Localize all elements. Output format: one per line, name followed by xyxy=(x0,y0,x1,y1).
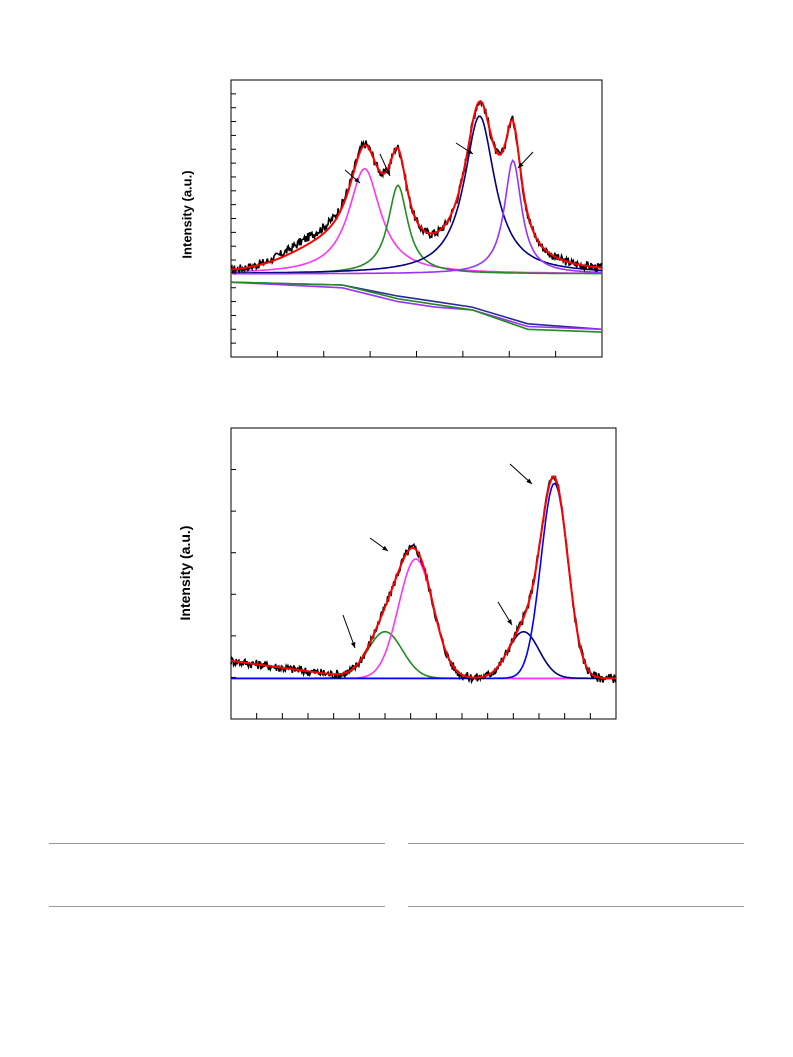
table-rule-right-top xyxy=(408,843,744,844)
annotation-arrow xyxy=(342,614,356,649)
background-curve xyxy=(230,281,603,331)
background-curve xyxy=(230,281,603,333)
chart-top xyxy=(230,79,603,358)
table-rule-right-bottom xyxy=(408,906,744,907)
annotation-arrowhead xyxy=(518,162,524,168)
y-axis-label-top: Intensity (a.u.) xyxy=(179,170,195,259)
background-curve xyxy=(230,281,603,331)
annotation-arrowhead xyxy=(382,545,388,551)
fit-envelope-line xyxy=(230,100,603,271)
annotation-arrowhead xyxy=(507,619,512,625)
annotation-arrowhead xyxy=(385,170,390,176)
annotation-arrowhead xyxy=(354,177,360,183)
table-rule-left-top xyxy=(49,843,385,844)
chart-bottom xyxy=(230,427,617,720)
plot-frame xyxy=(230,427,617,720)
annotation-arrowhead xyxy=(526,478,532,484)
y-axis-label-bottom: Intensity (a.u.) xyxy=(177,525,193,621)
component-peak xyxy=(231,158,603,275)
table-rule-left-bottom xyxy=(49,906,385,907)
experimental-data-line xyxy=(230,474,617,685)
fit-envelope-line xyxy=(230,475,617,680)
component-peak xyxy=(231,630,616,680)
annotation-arrowhead xyxy=(350,642,356,648)
annotation-arrowhead xyxy=(467,149,473,154)
component-peak xyxy=(231,558,616,680)
component-peak xyxy=(231,630,616,680)
component-peak xyxy=(231,482,617,680)
